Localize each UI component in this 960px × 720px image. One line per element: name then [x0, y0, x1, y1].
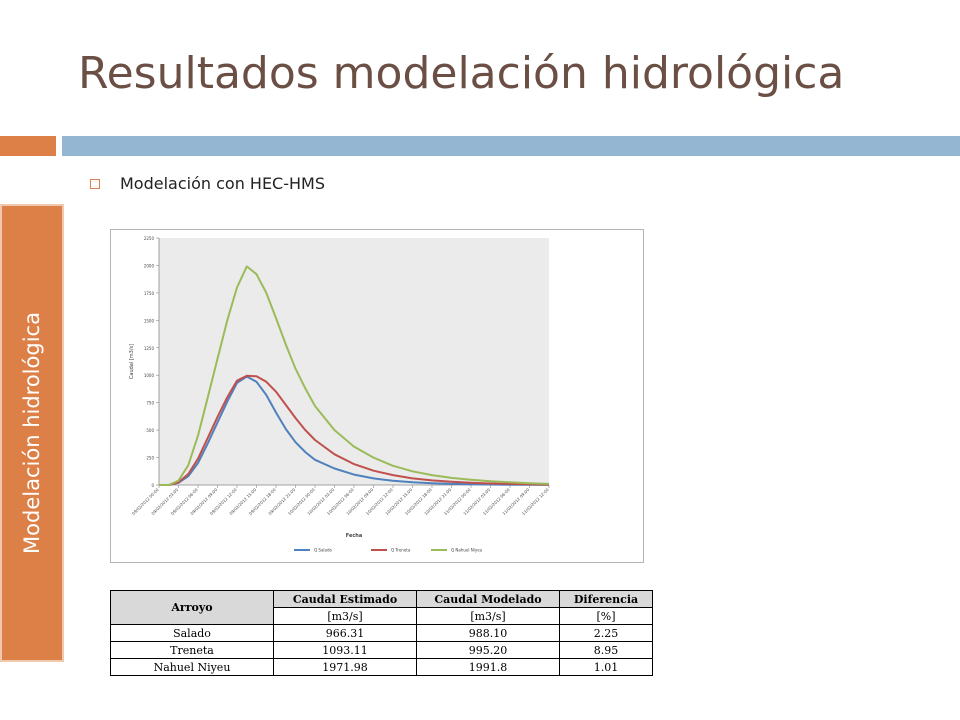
series-line — [159, 374, 550, 486]
unit-cell: [m3/s] — [273, 607, 417, 625]
y-tick-label: 1500 — [144, 318, 155, 323]
hydrograph-chart: 0 250 500 750 1000 1250 1500 1750 2000 2250 09/02/… — [110, 229, 644, 563]
table-row: Salado 966.31 988.10 2.25 — [110, 624, 653, 642]
y-tick-label: 0 — [151, 483, 154, 488]
legend-entry: Q Nahuel Niyeu — [451, 548, 483, 553]
table-cell: 988.10 — [416, 624, 560, 642]
y-tick-label: 500 — [146, 428, 154, 433]
header-cell: Caudal Estimado — [273, 590, 417, 608]
legend-entry: Q Treneta — [391, 548, 411, 553]
table-cell: Treneta — [110, 641, 274, 659]
y-tick-label: 1250 — [144, 346, 155, 351]
plot-area — [159, 238, 549, 485]
flow-comparison-table: Arroyo Caudal Estimado Caudal Modelado D… — [110, 590, 653, 676]
header-cell: Caudal Modelado — [416, 590, 560, 608]
unit-cell: [m3/s] — [416, 607, 560, 625]
bullet-text: Modelación con HEC-HMS — [120, 174, 325, 193]
table-cell: 1093.11 — [273, 641, 417, 659]
page-title: Resultados modelación hidrológica — [78, 48, 845, 99]
side-panel — [0, 204, 64, 662]
header-cell: Diferencia — [559, 590, 653, 608]
series-line — [159, 375, 550, 486]
table-cell: 995.20 — [416, 641, 560, 659]
accent-bar-blue — [62, 136, 960, 156]
y-tick-label: 750 — [146, 401, 154, 406]
table-cell: 8.95 — [559, 641, 653, 659]
y-tick-label: 2000 — [144, 263, 155, 268]
side-panel-label: Modelación hidrológica — [20, 312, 44, 554]
table-cell: Salado — [110, 624, 274, 642]
table-row: Nahuel Niyeu 1971.98 1991.8 1.01 — [110, 658, 653, 676]
y-tick-label: 1000 — [144, 373, 155, 378]
accent-bar-orange — [0, 136, 56, 156]
table-cell: 966.31 — [273, 624, 417, 642]
y-tick-label: 250 — [146, 456, 154, 461]
x-axis-label: Fecha — [346, 533, 363, 539]
table-cell: Nahuel Niyeu — [110, 658, 274, 676]
table-cell: 1.01 — [559, 658, 653, 676]
y-tick-label: 1750 — [144, 291, 155, 296]
y-axis-label: Caudal [m3/s] — [129, 344, 135, 379]
table-cell: 2.25 — [559, 624, 653, 642]
legend-entry: Q Salado — [314, 548, 333, 553]
header-cell: Arroyo — [110, 590, 274, 625]
unit-cell: [%] — [559, 607, 653, 625]
table-cell: 1971.98 — [273, 658, 417, 676]
y-tick-label: 2250 — [144, 236, 155, 241]
table-row: Treneta 1093.11 995.20 8.95 — [110, 641, 653, 659]
bullet-item: Modelación con HEC-HMS — [90, 174, 325, 193]
series-line — [159, 265, 550, 486]
table-cell: 1991.8 — [416, 658, 560, 676]
chart-svg: 025050075010001250150017502000225009/02/… — [111, 230, 643, 562]
bullet-square-icon — [90, 178, 100, 189]
